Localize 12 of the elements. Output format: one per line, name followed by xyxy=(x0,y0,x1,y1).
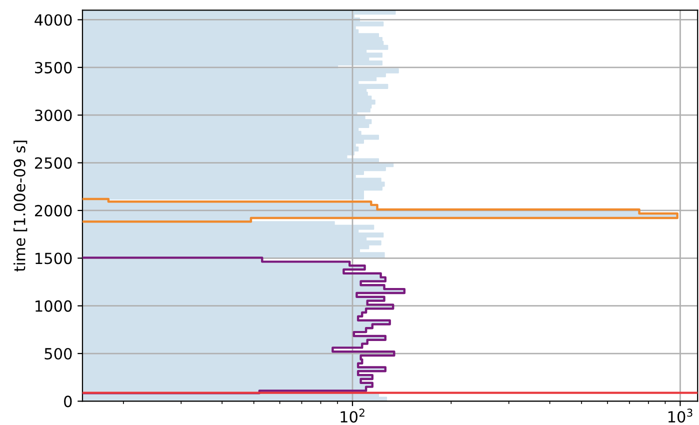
y-tick-label: 1000 xyxy=(36,300,72,312)
y-tick-label: 2000 xyxy=(34,204,72,216)
y-tick-label: 3500 xyxy=(35,62,72,74)
y-tick-label: 0 xyxy=(64,396,72,408)
y-tick-label: 500 xyxy=(44,348,72,360)
y-tick-label: 2500 xyxy=(34,157,72,169)
x-tick-label: 10$^{2}$ xyxy=(340,408,364,423)
y-axis-title: time [1.00e-09 s] xyxy=(14,140,28,272)
y-tick-label: 4000 xyxy=(34,14,72,26)
y-tick-label: 3000 xyxy=(35,110,72,122)
x-tick-label: 10$^{3}$ xyxy=(668,408,692,423)
y-tick-label: 1500 xyxy=(36,252,72,264)
